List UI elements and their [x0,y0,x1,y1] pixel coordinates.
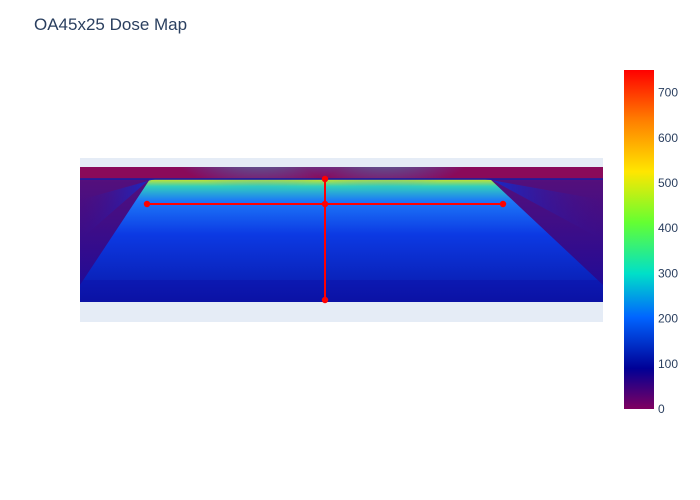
colorbar-tick-label: 400 [658,221,678,235]
colorbar: 0 100 200 300 400 500 600 700 [624,70,678,416]
profile-point-right[interactable] [499,200,507,208]
colorbar-tick-label: 600 [658,131,678,145]
dose-heatmap [80,167,603,302]
profile-point-center[interactable] [321,200,329,208]
colorbar-tick-label: 700 [658,86,678,100]
colorbar-tick-label: 100 [658,357,678,371]
profile-point-bottom[interactable] [321,296,329,304]
profile-point-left[interactable] [143,200,151,208]
profile-overlay [143,175,507,304]
chart-title: OA45x25 Dose Map [34,15,187,34]
colorbar-tick-label: 200 [658,312,678,326]
colorbar-tick-label: 0 [658,402,665,416]
colorbar-tick-label: 300 [658,266,678,280]
colorbar-ticks: 0 100 200 300 400 500 600 700 [658,86,678,416]
profile-point-top[interactable] [321,175,329,183]
colorbar-tick-label: 500 [658,176,678,190]
colorbar-scale [624,70,654,409]
